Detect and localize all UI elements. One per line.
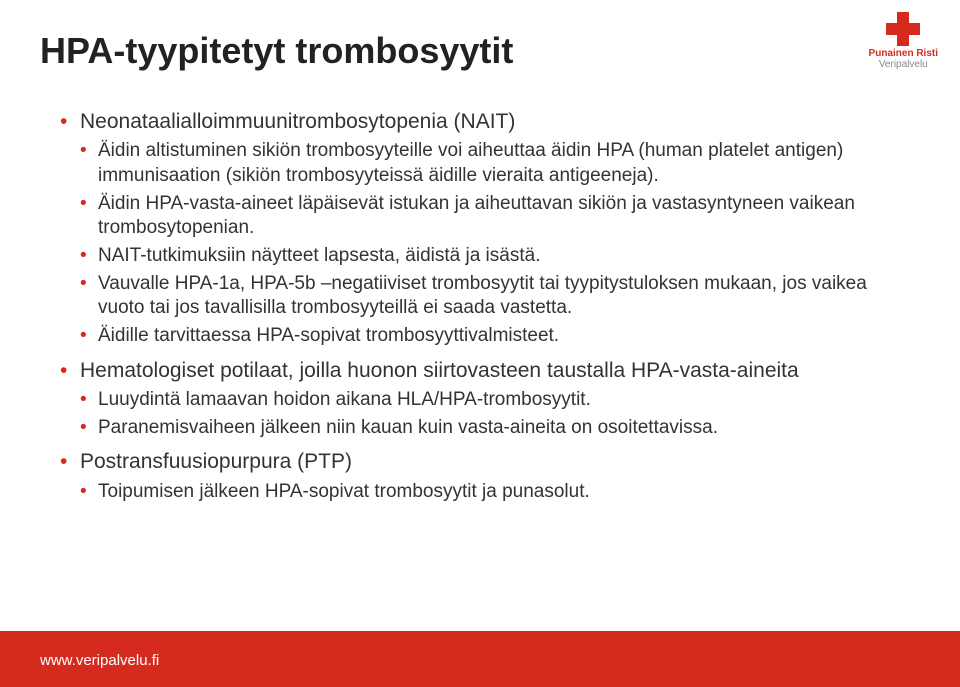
sub-list: Toipumisen jälkeen HPA-sopivat trombosyy… [80,480,910,505]
list-item: Äidin altistuminen sikiön trombosyyteill… [80,139,910,188]
list-item: Paranemisvaiheen jälkeen niin kauan kuin… [80,416,910,441]
list-item: Neonataalialloimmuunitrombosytopenia (NA… [60,108,910,349]
bullet-text: Äidille tarvittaessa HPA-sopivat trombos… [98,325,559,346]
list-item: Toipumisen jälkeen HPA-sopivat trombosyy… [80,480,910,505]
sub-list: Luuydintä lamaavan hoidon aikana HLA/HPA… [80,388,910,440]
bullet-text: Vauvalle HPA-1a, HPA-5b –negatiiviset tr… [98,273,867,319]
list-item: NAIT-tutkimuksiin näytteet lapsesta, äid… [80,244,910,269]
logo-line1: Punainen Risti [869,48,938,59]
bullet-text: Postransfuusiopurpura (PTP) [80,450,352,473]
list-item: Hematologiset potilaat, joilla huonon si… [60,357,910,441]
content-area: Neonataalialloimmuunitrombosytopenia (NA… [60,100,910,508]
brand-logo: Punainen Risti Veripalvelu [869,12,938,70]
bullet-text: Paranemisvaiheen jälkeen niin kauan kuin… [98,417,718,438]
bullet-text: Luuydintä lamaavan hoidon aikana HLA/HPA… [98,389,591,410]
bullet-text: Toipumisen jälkeen HPA-sopivat trombosyy… [98,481,590,502]
bullet-list: Neonataalialloimmuunitrombosytopenia (NA… [60,108,910,504]
logo-line2: Veripalvelu [869,59,938,70]
footer-bar: www.veripalvelu.fi [0,631,960,687]
list-item: Vauvalle HPA-1a, HPA-5b –negatiiviset tr… [80,272,910,321]
bullet-text: Hematologiset potilaat, joilla huonon si… [80,359,799,382]
list-item: Äidille tarvittaessa HPA-sopivat trombos… [80,324,910,349]
bullet-text: Neonataalialloimmuunitrombosytopenia (NA… [80,110,515,133]
bullet-text: Äidin altistuminen sikiön trombosyyteill… [98,140,843,186]
list-item: Postransfuusiopurpura (PTP) Toipumisen j… [60,448,910,504]
sub-list: Äidin altistuminen sikiön trombosyyteill… [80,139,910,349]
bullet-text: Äidin HPA-vasta-aineet läpäisevät istuka… [98,193,855,239]
list-item: Äidin HPA-vasta-aineet läpäisevät istuka… [80,192,910,241]
bullet-text: NAIT-tutkimuksiin näytteet lapsesta, äid… [98,245,540,266]
footer-url: www.veripalvelu.fi [40,652,159,669]
red-cross-icon [886,12,920,46]
slide: Punainen Risti Veripalvelu HPA-tyypitety… [0,0,960,687]
list-item: Luuydintä lamaavan hoidon aikana HLA/HPA… [80,388,910,413]
page-title: HPA-tyypitetyt trombosyytit [40,30,513,72]
